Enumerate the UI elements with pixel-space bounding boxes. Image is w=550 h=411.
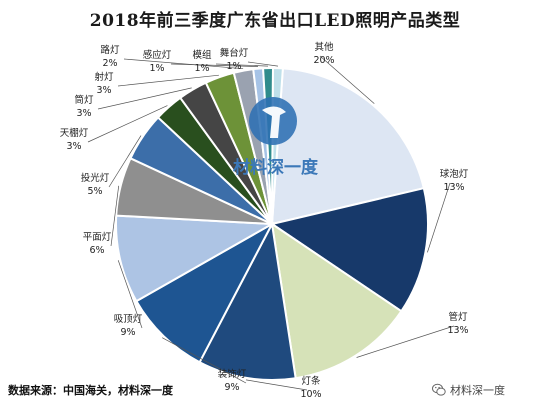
- slice-label: 装饰灯: [218, 368, 247, 380]
- chart-title: 2018年前三季度广东省出口LED照明产品类型: [89, 11, 461, 31]
- watermark-text: 材料深一度: [233, 157, 319, 178]
- slice-value-label: 3%: [66, 141, 81, 152]
- slice-value-label: 5%: [87, 186, 102, 197]
- slice-label: 筒灯: [74, 94, 94, 106]
- leader-line: [170, 63, 259, 67]
- slice-value-label: 10%: [300, 389, 321, 400]
- credit: 材料深一度: [432, 382, 505, 398]
- slice-value-label: 1%: [194, 63, 209, 74]
- source-note: 数据来源：中国海关，材料深一度: [8, 384, 173, 397]
- slice-label: 管灯: [448, 311, 468, 323]
- pie-slice: [115, 214, 276, 303]
- leader-line: [356, 325, 455, 358]
- slice-label: 天棚灯: [60, 127, 89, 139]
- leader-line: [87, 105, 168, 143]
- slice-label: 射灯: [94, 71, 114, 83]
- slice-value-label: 1%: [226, 61, 241, 72]
- leader-line: [427, 182, 451, 253]
- slice-label: 其他: [314, 41, 334, 53]
- leader-line: [319, 55, 375, 104]
- watermark: 材料深一度: [233, 97, 319, 178]
- slice-value-label: 9%: [224, 382, 239, 393]
- slice-value-label: 6%: [89, 245, 104, 256]
- slice-label: 灯条: [301, 375, 321, 387]
- slice-value-label: 2%: [102, 58, 117, 69]
- slice-value-label: 3%: [76, 108, 91, 119]
- leader-line: [108, 135, 142, 188]
- leader-line: [245, 379, 308, 391]
- leader-line: [215, 63, 269, 67]
- pie-slice: [270, 67, 426, 226]
- pie-slice: [269, 186, 429, 313]
- wechat-icon: [432, 383, 446, 396]
- leader-line: [123, 58, 244, 70]
- slice-value-label: 13%: [443, 182, 464, 193]
- slice-label: 球泡灯: [440, 168, 469, 180]
- slice-label: 感应灯: [143, 49, 172, 61]
- slice-label: 模组: [192, 49, 212, 61]
- pie-slice: [270, 221, 403, 380]
- slice-value-label: 1%: [149, 63, 164, 74]
- slice-label: 路灯: [100, 44, 120, 56]
- leader-line: [97, 87, 192, 110]
- pie-slice: [198, 220, 297, 381]
- leader-line: [247, 61, 279, 67]
- credit-text: 材料深一度: [450, 384, 505, 397]
- slice-label: 舞台灯: [220, 47, 249, 59]
- leader-line: [110, 185, 120, 247]
- pie-slice: [135, 221, 275, 364]
- slice-label: 投光灯: [81, 172, 110, 184]
- slice-label: 平面灯: [83, 232, 112, 243]
- slice-value-label: 13%: [447, 325, 468, 336]
- slice-value-label: 20%: [313, 55, 334, 66]
- slice-value-label: 3%: [96, 85, 111, 96]
- leader-line: [162, 337, 247, 384]
- slice-value-label: 9%: [120, 327, 135, 338]
- watermark-logo-mark: [262, 106, 286, 138]
- slice-label: 吸顶灯: [114, 314, 143, 325]
- leader-line: [117, 260, 143, 329]
- leader-line: [117, 74, 219, 87]
